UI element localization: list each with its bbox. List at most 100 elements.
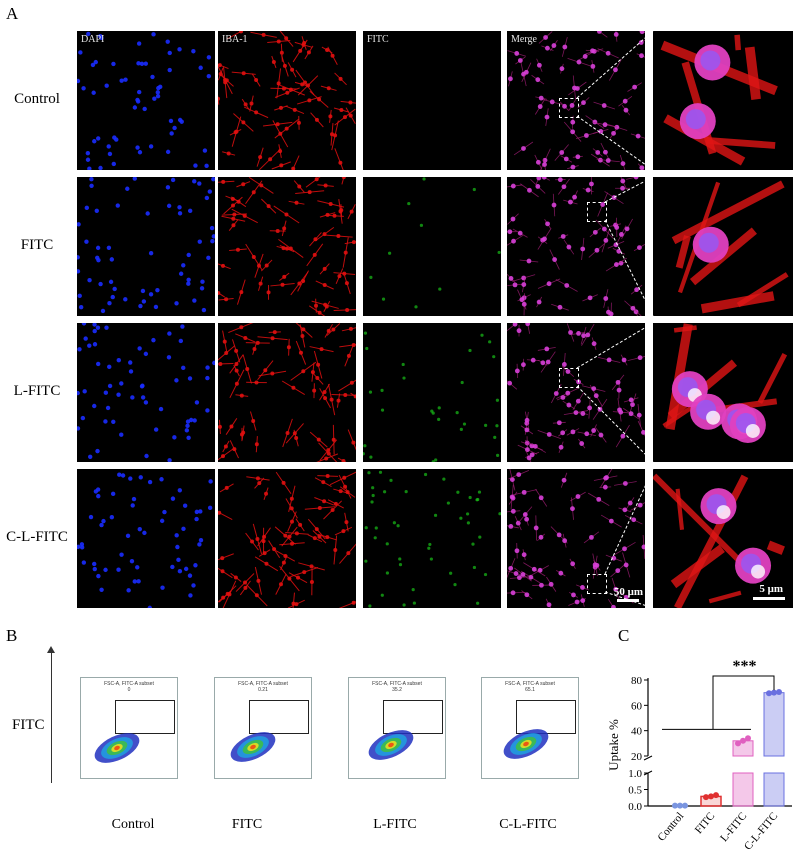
flow-plot-title: FSC-A, FITC-A subset	[505, 681, 555, 687]
zoom-image-l-fitc	[653, 323, 793, 462]
channel-label-fitc: FITC	[367, 34, 389, 45]
zoom-guide-line	[576, 322, 654, 369]
zoom-guide-line	[576, 385, 654, 463]
zoom-guide-line	[576, 30, 654, 99]
flow-x-label-fitc: FITC	[231, 817, 263, 832]
y-tick-label: 80	[631, 675, 643, 687]
zoom-guide-line	[576, 115, 654, 171]
gate-rectangle	[249, 700, 309, 734]
y-axis-label: Uptake %	[606, 719, 621, 771]
image-c-l-fitc-iba-1	[218, 469, 356, 608]
data-point	[703, 794, 709, 801]
scale-bar	[617, 599, 639, 602]
y-tick-label: 60	[631, 700, 643, 712]
flow-plot-c-l-fitc: FSC-A, FITC-A subset 65.1	[481, 677, 579, 779]
x-tick-label: C-L-FITC	[742, 810, 780, 852]
data-point	[682, 802, 688, 809]
flow-plot-value: 65.1	[525, 687, 535, 693]
gate-rectangle	[383, 700, 443, 734]
flow-axis-arrow-icon	[47, 646, 55, 653]
zoom-image-fitc	[653, 177, 793, 316]
flow-plot-title: FSC-A, FITC-A subset	[238, 681, 288, 687]
row-label-control: Control	[14, 91, 60, 107]
zoom-scale-bar-label: 5 μm	[759, 583, 783, 595]
zoom-guide-line	[604, 468, 654, 575]
zoom-guide-line	[604, 219, 654, 317]
data-point	[771, 689, 777, 696]
bar	[763, 692, 785, 757]
significance-label: ***	[733, 658, 757, 675]
flow-plot-value: 0.21	[258, 687, 268, 693]
zoom-region-box	[559, 98, 579, 118]
channel-label-dapi: DAPI	[81, 34, 105, 45]
flow-plot-fitc: FSC-A, FITC-A subset 0.21	[214, 677, 312, 779]
scale-bar-label: 50 μm	[613, 586, 643, 598]
image-fitc-fitc	[363, 177, 501, 316]
image-fitc-dapi	[77, 177, 215, 316]
flow-plot-value: 35.2	[392, 687, 402, 693]
zoom-guide-line	[604, 176, 654, 203]
data-point	[677, 802, 683, 809]
zoom-region-box	[587, 202, 607, 222]
data-point	[735, 740, 741, 747]
data-point	[708, 793, 714, 800]
row-label-l-fitc: L-FITC	[13, 383, 61, 399]
x-tick-label: L-FITC	[718, 810, 749, 844]
flow-plot-title: FSC-A, FITC-A subset	[372, 681, 422, 687]
data-point	[766, 690, 772, 697]
image-l-fitc-fitc	[363, 323, 501, 462]
zoom-region-box	[587, 574, 607, 594]
image-fitc-merge	[507, 177, 645, 316]
zoom-image-c-l-fitc: 5 μm	[653, 469, 793, 608]
x-tick-label: FITC	[693, 810, 718, 836]
flow-x-label-c-l-fitc: C-L-FITC	[499, 817, 557, 832]
image-c-l-fitc-merge: 50 μm	[507, 469, 645, 608]
data-point	[745, 735, 751, 742]
bar	[763, 772, 785, 807]
image-l-fitc-iba-1	[218, 323, 356, 462]
flow-plot-title: FSC-A, FITC-A subset	[104, 681, 154, 687]
image-fitc-iba-1	[218, 177, 356, 316]
flow-axis-line	[51, 651, 52, 783]
zoom-scale-bar	[753, 597, 785, 600]
image-l-fitc-dapi	[77, 323, 215, 462]
zoom-guide-lines	[0, 0, 798, 620]
zoom-region-box	[559, 368, 579, 388]
flow-plot-control: FSC-A, FITC-A subset 0	[80, 677, 178, 779]
image-c-l-fitc-dapi	[77, 469, 215, 608]
data-point	[672, 802, 678, 809]
image-control-iba-1: IBA-1	[218, 31, 356, 170]
row-label-c-l-fitc: C-L-FITC	[6, 529, 68, 545]
panel-letter-c: C	[618, 626, 630, 645]
row-label-fitc: FITC	[20, 237, 54, 253]
y-tick-label: 40	[631, 726, 643, 738]
image-control-dapi: DAPI	[77, 31, 215, 170]
y-tick-label: 1.0	[628, 768, 642, 780]
axis-break-mark	[643, 755, 653, 776]
y-tick-label: 0.5	[628, 785, 642, 797]
channel-label-iba-1: IBA-1	[222, 34, 248, 45]
zoom-guide-line	[604, 591, 654, 609]
zoom-image-control	[653, 31, 793, 170]
y-tick-label: 0.0	[628, 801, 642, 813]
y-tick-label: 20	[631, 751, 643, 763]
panel-letter-a: A	[6, 4, 19, 23]
flow-x-label-control: Control	[111, 817, 155, 832]
data-point	[740, 737, 746, 744]
data-point	[713, 792, 719, 799]
x-tick-label: Control	[655, 810, 686, 843]
image-control-fitc: FITC	[363, 31, 501, 170]
panel-letter-b: B	[6, 626, 18, 645]
image-c-l-fitc-fitc	[363, 469, 501, 608]
flow-plot-value: 0	[127, 687, 131, 693]
channel-label-merge: Merge	[511, 34, 537, 45]
bar	[732, 772, 754, 807]
flow-plot-l-fitc: FSC-A, FITC-A subset 35.2	[348, 677, 446, 779]
data-point	[776, 689, 782, 696]
image-control-merge: Merge	[507, 31, 645, 170]
uptake-bar-chart: 20 40 60 80 0.0 0.5 1.0 Uptake % Control FITC L-FI…	[606, 658, 792, 853]
flow-x-label-l-fitc: L-FITC	[373, 817, 417, 832]
flow-y-label: FITC	[12, 717, 45, 733]
significance-bracket	[712, 675, 775, 730]
gate-rectangle	[115, 700, 175, 734]
